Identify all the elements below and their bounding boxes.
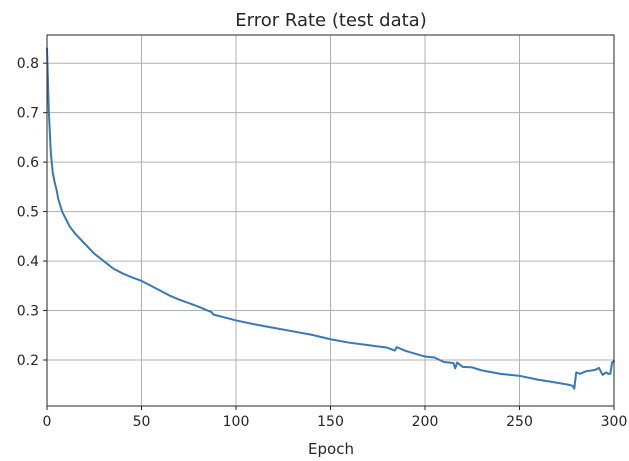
- x-axis-label: Epoch: [308, 440, 354, 458]
- x-tick-label: 150: [317, 414, 344, 430]
- y-tick-label: 0.8: [17, 56, 39, 72]
- y-tick-label: 0.2: [17, 353, 39, 369]
- y-tick-label: 0.5: [17, 205, 39, 221]
- x-tick-label: 100: [223, 414, 250, 430]
- x-tick-label: 200: [412, 414, 439, 430]
- error-rate-line: [46, 47, 615, 390]
- plot-frame: [46, 34, 615, 407]
- chart-title: Error Rate (test data): [235, 10, 426, 31]
- x-tick-label: 0: [43, 414, 52, 430]
- x-tick-label: 300: [601, 414, 628, 430]
- y-tick-label: 0.4: [17, 254, 39, 270]
- y-tick-label: 0.6: [17, 155, 39, 171]
- series-group: [46, 47, 615, 390]
- x-tick-label: 50: [133, 414, 151, 430]
- y-tick-label: 0.3: [17, 304, 39, 320]
- grid: [46, 35, 615, 406]
- y-tick-label: 0.7: [17, 106, 39, 122]
- axis-ticks: 0 50 100 150 200 250 300 0.2 0.3 0.4 0.5 0.6 0.7 0.8: [17, 56, 628, 430]
- x-tick-label: 250: [506, 414, 533, 430]
